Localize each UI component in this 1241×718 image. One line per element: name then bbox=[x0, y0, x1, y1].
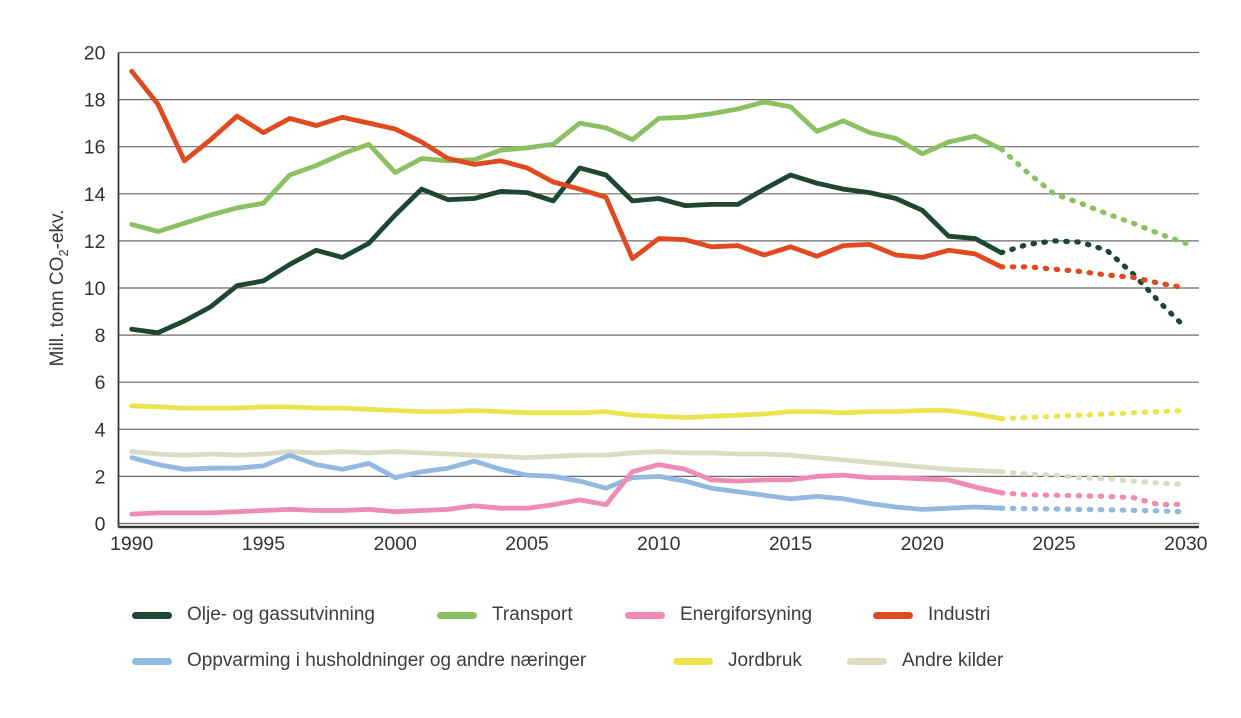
x-tick-label-1990: 1990 bbox=[110, 533, 154, 555]
x-tick-label-2030: 2030 bbox=[1164, 533, 1208, 555]
series-line-industri-projection bbox=[998, 264, 1189, 291]
x-tick-label-2015: 2015 bbox=[769, 533, 813, 555]
x-tick-label-2005: 2005 bbox=[505, 533, 549, 555]
series-line-energiforsyning-historical bbox=[129, 462, 1004, 517]
series-line-olje-og-gassutvinning-historical bbox=[129, 165, 1004, 336]
series-line-andre-kilder-projection bbox=[998, 469, 1189, 488]
legend-item-jordbruk: Jordbruk bbox=[673, 648, 802, 674]
series-line-olje-og-gassutvinning-projection bbox=[998, 238, 1189, 331]
series-line-transport-projection bbox=[998, 146, 1189, 246]
x-tick-label-2010: 2010 bbox=[637, 533, 681, 555]
legend-item-andre-kilder: Andre kilder bbox=[847, 648, 1003, 674]
x-tick-label-1995: 1995 bbox=[242, 533, 286, 555]
legend-label-oppvarming: Oppvarming i husholdninger og andre næri… bbox=[187, 650, 587, 671]
legend-label-jordbruk: Jordbruk bbox=[728, 650, 802, 671]
legend-swatch-olje-og-gassutvinning bbox=[132, 611, 172, 619]
series-line-oppvarming-i-husholdninger-og-andre-n-ringer-projection bbox=[998, 505, 1189, 515]
legend-item-energiforsyning: Energiforsyning bbox=[625, 602, 812, 628]
y-tick-label-12: 12 bbox=[84, 231, 106, 253]
y-tick-label-10: 10 bbox=[84, 278, 106, 300]
y-tick-label-6: 6 bbox=[95, 372, 106, 394]
y-tick-label-14: 14 bbox=[84, 184, 106, 206]
y-tick-label-16: 16 bbox=[84, 137, 106, 159]
legend-swatch-transport bbox=[437, 611, 477, 619]
x-tick-label-2000: 2000 bbox=[374, 533, 418, 555]
legend-label-olje-og-gassutvinning: Olje- og gassutvinning bbox=[187, 604, 375, 625]
x-tick-label-2025: 2025 bbox=[1032, 533, 1076, 555]
y-axis-title: Mill. tonn CO2-ekv. bbox=[47, 209, 71, 367]
legend-swatch-energiforsyning bbox=[625, 611, 665, 619]
chart-plot-area: 0 2 4 6 8 10 12 14 16 18 20 1990 1995 2000 2005 2010 201… bbox=[84, 43, 1208, 556]
series-line-industri-historical bbox=[129, 68, 1004, 270]
legend-label-transport: Transport bbox=[492, 604, 573, 625]
legend-label-energiforsyning: Energiforsyning bbox=[680, 604, 813, 625]
legend-item-oppvarming: Oppvarming i husholdninger og andre næri… bbox=[132, 648, 586, 674]
legend-swatch-jordbruk bbox=[673, 657, 713, 665]
legend-label-andre-kilder: Andre kilder bbox=[902, 650, 1004, 671]
y-tick-label-4: 4 bbox=[95, 419, 106, 441]
legend-swatch-industri bbox=[873, 611, 913, 619]
y-tick-label-20: 20 bbox=[84, 43, 106, 65]
legend-item-olje-og-gassutvinning: Olje- og gassutvinning bbox=[132, 602, 375, 628]
legend-swatch-andre-kilder bbox=[847, 657, 887, 665]
series-line-energiforsyning-projection bbox=[998, 490, 1189, 508]
y-tick-label-18: 18 bbox=[84, 90, 106, 112]
series-line-andre-kilder-historical bbox=[129, 449, 1004, 475]
legend-item-transport: Transport bbox=[437, 602, 573, 628]
legend-item-industri: Industri bbox=[873, 602, 990, 628]
y-tick-label-8: 8 bbox=[95, 325, 106, 347]
series-line-transport-historical bbox=[129, 99, 1004, 234]
y-tick-label-2: 2 bbox=[95, 466, 106, 488]
series-line-jordbruk-historical bbox=[129, 403, 1004, 422]
legend-swatch-oppvarming bbox=[132, 657, 172, 665]
series-line-jordbruk-projection bbox=[998, 407, 1189, 422]
legend-label-industri: Industri bbox=[928, 604, 991, 625]
x-tick-label-2020: 2020 bbox=[901, 533, 945, 555]
y-tick-label-0: 0 bbox=[95, 514, 106, 536]
series-line-oppvarming-i-husholdninger-og-andre-n-ringer-historical bbox=[129, 452, 1004, 512]
